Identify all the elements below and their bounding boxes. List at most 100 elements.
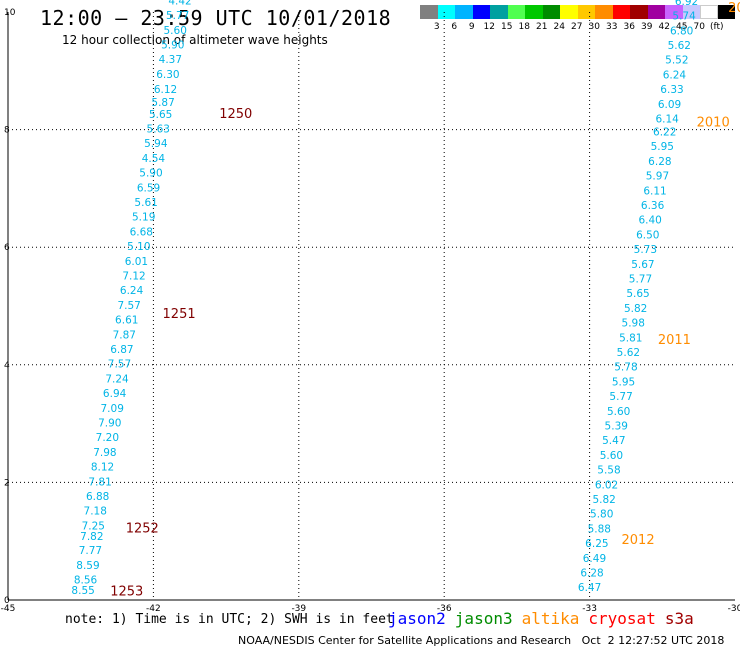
wave-height-value: 6.59 (137, 182, 160, 194)
wave-height-value: 5.65 (626, 288, 649, 300)
satellite-legend: jason2 jason3 altika cryosat s3a (388, 609, 703, 628)
wave-height-value: 6.12 (154, 84, 177, 96)
wave-height-value: 5.62 (668, 40, 691, 52)
wave-height-value: 6.28 (580, 567, 603, 579)
wave-height-value: 5.81 (619, 332, 642, 344)
legend-swatch (577, 5, 595, 19)
wave-height-value: 5.77 (629, 273, 652, 285)
wave-height-value: 6.47 (578, 582, 601, 594)
wave-height-value: 8.12 (91, 462, 114, 474)
wave-height-value: 5.63 (147, 124, 170, 136)
wave-height-value: 5.58 (597, 465, 620, 477)
legend-label: 70 (693, 22, 705, 32)
legend-label: 24 (553, 22, 565, 32)
legend-label: 45 (676, 22, 688, 32)
x-tick-label: -36 (437, 604, 452, 614)
wave-height-value: 7.20 (96, 432, 119, 444)
legend-label: 18 (518, 22, 530, 32)
legend-label: 12 (483, 22, 495, 32)
color-scale-legend: 3 6 9 12 15 18 21 24 27 30 33 36 39 42 45 70 (ft) (420, 5, 735, 32)
legend-label: 33 (606, 22, 618, 32)
x-tick-label: -39 (291, 604, 306, 614)
y-tick-label: 6 (4, 243, 10, 253)
wave-height-value: 5.97 (646, 171, 669, 183)
wave-height-value: 6.24 (663, 69, 687, 81)
wave-height-value: 6.02 (595, 479, 618, 491)
legend-swatch (420, 5, 438, 19)
legend-swatch (717, 5, 735, 19)
wave-height-value: 6.11 (643, 185, 666, 197)
legend-swatch (700, 5, 718, 19)
wave-height-value: 6.28 (648, 156, 671, 168)
y-tick-label: 0 (4, 596, 10, 606)
wave-height-value: 5.39 (605, 420, 628, 432)
wave-height-value: 6.68 (130, 226, 153, 238)
wave-height-value: 4.54 (142, 153, 166, 165)
wave-height-value: 6.40 (638, 215, 661, 227)
legend-label: 39 (641, 22, 653, 32)
wave-height-value: 5.82 (624, 303, 647, 315)
wave-height-value: 5.19 (132, 212, 155, 224)
wave-height-value: 6.22 (653, 126, 676, 138)
legend-label: 3 (433, 22, 440, 32)
legend-swatch (490, 5, 508, 19)
y-tick-label: 4 (4, 361, 10, 371)
legend-swatch (595, 5, 613, 19)
pass-time-label: 2009 (728, 1, 740, 16)
x-tick-label: -30 (728, 604, 740, 614)
satellite-jason3: jason3 (454, 609, 513, 628)
wave-height-value: 5.60 (607, 406, 630, 418)
x-tick-label: -42 (146, 604, 161, 614)
legend-label: 42 (658, 22, 670, 32)
satellite-jason2: jason2 (388, 609, 446, 628)
legend-label: 30 (588, 22, 600, 32)
wave-height-value: 8.55 (71, 585, 94, 597)
legend-label: 6 (451, 22, 458, 32)
wave-height-value: 6.94 (103, 388, 127, 400)
legend-swatch (630, 5, 648, 19)
wave-height-value: 6.25 (585, 538, 608, 550)
wave-height-value: 6.88 (86, 491, 109, 503)
legend-label: (ft) (709, 22, 724, 32)
wave-height-value: 6.36 (641, 200, 665, 212)
legend-swatch (665, 5, 683, 19)
pass-time-label: 1253 (110, 584, 143, 599)
wave-height-value: 4.42 (168, 0, 191, 7)
legend-label: 21 (536, 22, 548, 32)
units-note: note: 1) Time is in UTC; 2) SWH is in fe… (65, 612, 394, 627)
legend-swatch (437, 5, 455, 19)
legend-label: 15 (501, 22, 513, 32)
wave-height-value: 7.25 (82, 520, 105, 532)
wave-height-value: 7.24 (105, 373, 129, 385)
legend-label: 9 (468, 22, 475, 32)
wave-height-value: 5.94 (144, 138, 168, 150)
wave-height-value: 5.82 (592, 494, 615, 506)
wave-height-value: 8.56 (74, 575, 98, 587)
page-title: 12:00 – 23:59 UTC 10/01/2018 (40, 6, 392, 30)
pass-time-label: 2010 (697, 116, 730, 131)
wave-height-value: 5.65 (149, 109, 172, 121)
wave-height-value: 7.18 (84, 506, 107, 518)
wave-height-value: 6.92 (675, 0, 698, 8)
credit-footer: NOAA/NESDIS Center for Satellite Applica… (238, 634, 725, 647)
wave-height-value: 7.81 (88, 476, 111, 488)
pass-time-label: 1250 (219, 107, 252, 122)
legend-swatch (612, 5, 630, 19)
wave-height-value: 6.49 (583, 553, 606, 565)
pass-time-label: 2011 (658, 333, 691, 348)
wave-height-value: 5.90 (139, 168, 162, 180)
wave-height-value: 8.59 (76, 560, 99, 572)
pass-time-label: 1252 (126, 521, 159, 536)
wave-height-value: 5.95 (612, 376, 635, 388)
wave-height-value: 6.50 (636, 229, 659, 241)
legend-swatch (507, 5, 525, 19)
wave-height-value: 6.09 (658, 99, 681, 111)
legend-swatch (682, 5, 700, 19)
wave-height-value: 6.61 (115, 315, 138, 327)
wave-height-value: 5.61 (134, 197, 157, 209)
satellite-s3a: s3a (664, 609, 694, 628)
wave-height-value: 5.95 (651, 141, 674, 153)
wave-height-value: 5.62 (617, 347, 640, 359)
wave-height-value: 5.60 (600, 450, 623, 462)
wave-height-value: 6.14 (655, 114, 679, 126)
